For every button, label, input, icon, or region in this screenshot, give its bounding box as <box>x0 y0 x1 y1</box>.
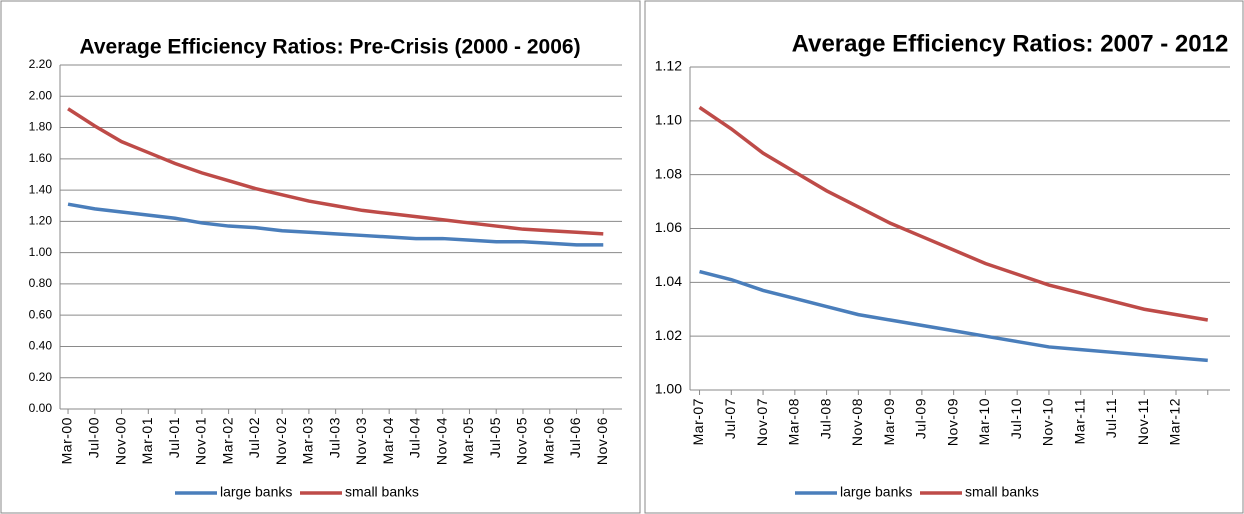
x-tick-label: Nov-11 <box>1135 398 1151 445</box>
x-tick-label: Mar-03 <box>300 417 316 464</box>
x-tick-label: Mar-12 <box>1167 398 1183 445</box>
x-tick-label: Jul-09 <box>913 398 929 439</box>
x-tick-label: Jul-01 <box>166 417 182 458</box>
y-tick-label: 0.20 <box>29 370 53 384</box>
x-tick-label: Mar-06 <box>540 417 556 464</box>
x-tick-label: Nov-03 <box>353 417 369 465</box>
x-tick-label: Mar-00 <box>59 417 75 464</box>
legend-label: small banks <box>965 484 1039 500</box>
y-tick-label: 1.12 <box>655 58 682 74</box>
x-tick-label: Mar-04 <box>380 417 396 464</box>
legend-label: small banks <box>345 484 419 500</box>
x-tick-label: Jul-04 <box>407 417 423 458</box>
y-tick-label: 0.40 <box>29 339 53 353</box>
y-tick-label: 1.00 <box>29 245 53 259</box>
y-tick-label: 2.00 <box>29 88 53 102</box>
y-tick-label: 2.20 <box>29 57 53 71</box>
y-tick-label: 1.20 <box>29 214 53 228</box>
x-tick-label: Jul-11 <box>1103 398 1119 438</box>
x-tick-label: Jul-07 <box>722 398 738 439</box>
x-tick-label: Jul-02 <box>246 417 262 458</box>
x-tick-label: Nov-01 <box>193 417 209 465</box>
x-tick-label: Mar-02 <box>219 417 235 464</box>
legend-label: large banks <box>220 484 292 500</box>
y-tick-label: 1.06 <box>655 219 682 235</box>
legend-label: large banks <box>840 484 912 500</box>
x-tick-label: Jul-06 <box>567 417 583 458</box>
chart-title: Average Efficiency Ratios: Pre-Crisis (2… <box>79 36 580 59</box>
x-tick-label: Nov-06 <box>594 417 610 465</box>
y-tick-label: 1.40 <box>29 182 53 196</box>
x-tick-label: Jul-00 <box>85 417 101 458</box>
series-line <box>698 105 1209 322</box>
x-tick-label: Mar-05 <box>460 417 476 464</box>
x-tick-label: Mar-08 <box>786 398 802 445</box>
y-tick-label: 1.08 <box>655 165 682 181</box>
x-tick-label: Mar-07 <box>690 398 706 445</box>
x-tick-label: Nov-10 <box>1040 398 1056 446</box>
x-tick-label: Mar-01 <box>139 417 155 464</box>
series-line <box>67 107 604 236</box>
x-tick-label: Nov-00 <box>112 417 128 465</box>
x-tick-label: Jul-03 <box>326 417 342 458</box>
x-tick-label: Jul-08 <box>817 398 833 439</box>
y-tick-label: 1.02 <box>655 327 682 343</box>
series-line <box>699 269 1208 363</box>
y-tick-label: 0.60 <box>29 307 53 321</box>
panel-border <box>0 0 641 514</box>
x-tick-label: Nov-02 <box>273 417 289 465</box>
y-tick-label: 0.80 <box>29 276 53 290</box>
x-tick-label: Mar-10 <box>976 398 992 445</box>
x-tick-label: Mar-11 <box>1071 398 1087 444</box>
chart-title: Average Efficiency Ratios: 2007 - 2012 <box>792 30 1229 57</box>
x-tick-label: Mar-09 <box>881 398 897 445</box>
x-tick-label: Nov-07 <box>754 398 770 446</box>
x-tick-label: Nov-04 <box>433 417 449 465</box>
y-tick-label: 1.04 <box>655 273 682 289</box>
series-line <box>67 202 604 247</box>
panel-border <box>644 0 1244 514</box>
y-tick-label: 0.00 <box>29 401 53 415</box>
y-tick-label: 1.00 <box>655 381 682 397</box>
x-tick-label: Jul-10 <box>1008 398 1024 439</box>
x-tick-label: Jul-05 <box>487 417 503 458</box>
y-tick-label: 1.10 <box>655 112 682 128</box>
x-tick-label: Nov-05 <box>514 417 530 465</box>
x-tick-label: Nov-09 <box>944 398 960 446</box>
x-tick-label: Nov-08 <box>849 398 865 446</box>
y-tick-label: 1.60 <box>29 151 53 165</box>
y-tick-label: 1.80 <box>29 120 53 134</box>
